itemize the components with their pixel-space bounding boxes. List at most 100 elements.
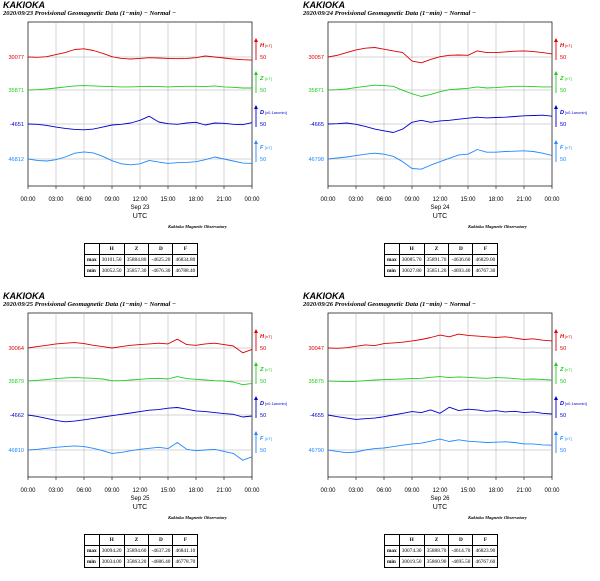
stats-corner: [84, 243, 100, 255]
scale-arrow-icon: [554, 362, 558, 366]
x-tick-label: 09:00: [404, 197, 420, 203]
scale-arrow-icon: [254, 431, 258, 435]
date-label: Sep 23: [130, 205, 150, 211]
x-tick-label: 21:00: [216, 197, 232, 203]
series-name-z: Z: [259, 76, 264, 82]
stats-header-d: D: [448, 243, 474, 255]
x-tick-label: 06:00: [76, 197, 92, 203]
stats-cell: -4614.70: [448, 545, 474, 557]
scale-value-f: 50: [260, 448, 266, 454]
series-name-h: H: [260, 43, 265, 49]
series-name-h: H: [260, 334, 265, 340]
stats-row-label: min: [84, 556, 100, 568]
x-axis-label: UTC: [133, 504, 147, 511]
scale-arrow-icon: [254, 140, 258, 144]
series-line-d: [27, 407, 253, 423]
x-tick-label: 00:00: [320, 197, 336, 203]
x-tick-label: 06:00: [376, 488, 392, 494]
stats-header-row: H Z D F: [384, 534, 499, 546]
series-name-h: H: [560, 43, 565, 49]
series-name-d: D: [260, 110, 264, 116]
scale-value-f: 50: [560, 157, 566, 163]
series-line-z: [327, 84, 552, 97]
stats-header-f: F: [472, 534, 499, 546]
series-unit-h: [nT]: [265, 43, 272, 48]
x-tick-label: 00:00: [544, 197, 560, 203]
stats-cell: 30034.00: [98, 556, 125, 568]
series-unit-h: [nT]: [265, 334, 272, 339]
stats-cell: 30085.70: [398, 254, 425, 266]
stats-max-row: max 30094.20 35894.60 -4637.20 46841.10: [84, 545, 199, 557]
date-label: Sep 24: [430, 205, 450, 211]
baseline-value-f: 46812: [8, 157, 24, 163]
series-unit-d: [x0.1arcmin]: [565, 401, 587, 406]
scale-value-h: 50: [560, 346, 566, 352]
scale-arrow-icon: [254, 71, 258, 75]
stats-row-label: max: [84, 545, 100, 557]
scale-value-h: 50: [560, 55, 566, 61]
series-line-h: [27, 48, 253, 61]
scale-arrow-icon: [554, 396, 558, 400]
x-axis-label: UTC: [433, 213, 447, 220]
series-name-z: Z: [559, 367, 564, 373]
station-name: KAKIOKA: [3, 291, 45, 301]
x-tick-label: 00:00: [20, 488, 36, 494]
stats-header-f: F: [172, 243, 199, 255]
x-tick-label: 18:00: [488, 488, 504, 494]
series-unit-z: [nT]: [265, 367, 272, 372]
series-line-h: [327, 333, 553, 349]
stats-cell: -4693.40: [448, 265, 474, 277]
stats-max-row: max 30101.50 35884.80 -4625.20 46834.80: [84, 254, 199, 266]
scale-value-h: 50: [260, 55, 266, 61]
x-tick-label: 21:00: [516, 488, 532, 494]
stats-cell: 35851.20: [423, 265, 450, 277]
x-tick-label: 03:00: [348, 197, 364, 203]
station-name: KAKIOKA: [303, 0, 345, 10]
stats-header-z: Z: [123, 534, 150, 546]
x-tick-label: 00:00: [244, 197, 260, 203]
magnetogram-panel-0925: KAKIOKA 2020/09/25 Provisional Geomagnet…: [0, 291, 300, 581]
stats-header-row: H Z D F: [84, 534, 199, 546]
stats-cell: -4637.20: [148, 545, 174, 557]
x-tick-label: 06:00: [376, 197, 392, 203]
stats-min-row: min 30027.80 35851.20 -4693.40 46767.30: [384, 265, 499, 277]
scale-arrow-icon: [554, 329, 558, 333]
magnetogram-panel-0924: KAKIOKA 2020/09/24 Provisional Geomagnet…: [300, 0, 600, 290]
x-tick-label: 21:00: [216, 488, 232, 494]
scale-value-z: 50: [260, 379, 266, 385]
magnetogram-plot: 00:00 03:00 06:00 09:00 12:00 15:00 18:00 21:00…: [8, 312, 287, 511]
series-unit-d: [x0.1arcmin]: [265, 401, 287, 406]
station-name: KAKIOKA: [303, 291, 345, 301]
stats-max-row: max 30074.30 35888.70 -4614.70 46823.90: [384, 545, 499, 557]
x-tick-label: 09:00: [404, 488, 420, 494]
stats-row-label: max: [384, 254, 400, 266]
stats-cell: -4676.30: [148, 265, 174, 277]
series-name-d: D: [560, 401, 564, 407]
x-tick-label: 00:00: [244, 488, 260, 494]
series-unit-d: [x0.1arcmin]: [265, 110, 287, 115]
scale-value-f: 50: [560, 448, 566, 454]
series-line-d: [27, 115, 253, 131]
stats-cell: 46788.40: [172, 265, 199, 277]
stats-header-row: H Z D F: [384, 243, 499, 255]
series-name-d: D: [260, 401, 264, 407]
scale-value-z: 50: [560, 379, 566, 385]
magnetogram-panel-0923: KAKIOKA 2020/09/23 Provisional Geomagnet…: [0, 0, 300, 290]
x-tick-label: 03:00: [48, 488, 64, 494]
scale-value-z: 50: [560, 88, 566, 94]
stats-min-row: min 30034.00 35863.20 -4686.40 46778.70: [84, 556, 199, 568]
stats-cell: 46823.90: [472, 545, 499, 557]
stats-table: H Z D F max 30094.20 35894.60 -4637.20 4…: [84, 534, 199, 568]
date-label: Sep 25: [130, 496, 150, 502]
baseline-value-d: -4665: [310, 122, 324, 128]
x-tick-label: 00:00: [544, 488, 560, 494]
x-tick-label: 15:00: [460, 197, 476, 203]
series-line-f: [27, 442, 253, 461]
stats-header-h: H: [98, 243, 125, 255]
series-line-h: [327, 47, 553, 64]
series-line-z: [27, 85, 252, 91]
series-name-z: Z: [259, 367, 264, 373]
baseline-value-f: 46798: [308, 157, 324, 163]
stats-corner: [384, 534, 400, 546]
x-tick-label: 03:00: [48, 197, 64, 203]
